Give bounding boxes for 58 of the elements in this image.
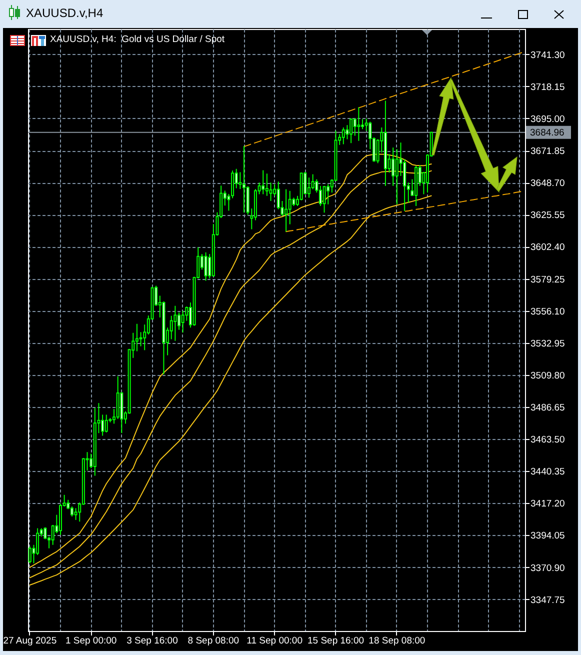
y-tick-label: 3579.25: [530, 274, 565, 286]
candlestick: [326, 184, 330, 205]
y-tick-label: 3625.55: [530, 210, 565, 222]
candlestick: [318, 185, 322, 206]
y-tick-label: 3509.80: [530, 370, 565, 382]
y-tick-label: 3648.70: [530, 178, 565, 190]
candlestick: [101, 414, 104, 436]
chart-title: XAUUSD.v,H4: [26, 6, 104, 21]
x-tick-label: 3 Sep 16:00: [126, 636, 178, 646]
candlestick: [284, 188, 288, 232]
y-tick-label: 3417.20: [530, 498, 565, 510]
y-tick-label: 3695.00: [530, 114, 565, 125]
x-tick-label: 18 Sep 08:00: [368, 636, 426, 646]
y-tick-label: 3532.95: [530, 338, 565, 350]
candlestick: [174, 305, 177, 342]
candlestick: [311, 174, 314, 190]
candlestick: [395, 148, 398, 205]
candlestick: [70, 506, 74, 517]
x-tick-label: 11 Sep 00:00: [246, 636, 303, 646]
candlestick: [269, 182, 272, 202]
candlestick: [227, 193, 230, 212]
y-tick-label: 3440.35: [530, 466, 565, 478]
x-tick-label: 27 Aug 2025: [3, 636, 57, 646]
y-tick-label: 3394.05: [530, 530, 565, 542]
candlestick: [242, 146, 246, 213]
y-tick-label: 3671.85: [530, 146, 565, 158]
candlestick: [36, 528, 40, 556]
candlestick: [357, 106, 360, 142]
candlestick: [135, 323, 138, 352]
candlestick: [350, 118, 353, 144]
x-tick-label: 8 Sep 08:00: [188, 636, 240, 646]
x-tick-label: 1 Sep 00:00: [65, 636, 117, 646]
y-tick-label: 3718.15: [530, 82, 565, 93]
ref-line-label: 3684.96: [530, 127, 564, 138]
candlestick: [322, 185, 326, 214]
candlestick: [265, 173, 268, 196]
x-tick-label: 15 Sep 16:00: [307, 636, 364, 646]
candlestick: [181, 310, 184, 334]
candlestick: [178, 312, 181, 330]
text: XAUUSD.v, H4: Gold vs US Dollar / Spot: [50, 34, 225, 46]
candlestick: [238, 172, 242, 190]
candlestick: [392, 147, 395, 186]
y-tick-label: 3556.10: [530, 306, 565, 318]
y-tick-label: 3486.65: [530, 402, 565, 414]
candlestick: [204, 252, 208, 282]
candlestick: [262, 170, 265, 195]
candlestick: [361, 118, 364, 130]
candlestick: [104, 414, 108, 433]
y-tick-label: 3463.50: [530, 434, 565, 446]
candlestick: [342, 126, 345, 145]
line-series: [286, 190, 524, 232]
candlestick: [231, 170, 234, 199]
y-tick-label: 3602.40: [530, 242, 565, 254]
y-tick-label: 3347.75: [530, 594, 565, 606]
y-tick-label: 3370.90: [530, 562, 565, 574]
y-tick-label: 3741.30: [530, 50, 565, 61]
line-series: [244, 52, 524, 148]
candlestick: [288, 190, 292, 225]
